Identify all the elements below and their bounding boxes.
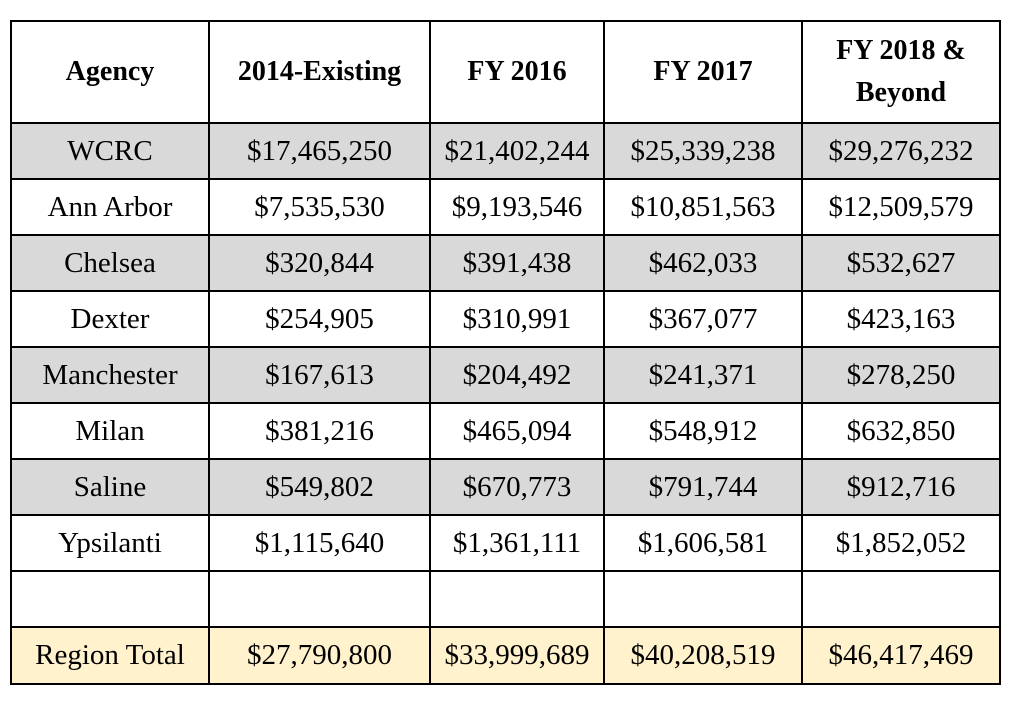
amount-cell: $320,844 xyxy=(208,234,431,292)
amount-cell: $912,716 xyxy=(801,458,1001,516)
amount-cell: $791,744 xyxy=(603,458,803,516)
amount-cell: $204,492 xyxy=(429,346,605,404)
amount-cell: $381,216 xyxy=(208,402,431,460)
amount-cell: $548,912 xyxy=(603,402,803,460)
agency-cell: Saline xyxy=(10,458,210,516)
budget-table: Agency 2014-Existing FY 2016 FY 2017 FY … xyxy=(10,20,1001,685)
amount-cell: $465,094 xyxy=(429,402,605,460)
header-agency: Agency xyxy=(10,20,210,124)
amount-cell: $423,163 xyxy=(801,290,1001,348)
amount-cell: $632,850 xyxy=(801,402,1001,460)
amount-cell: $21,402,244 xyxy=(429,122,605,180)
table-body: WCRC $17,465,250 $21,402,244 $25,339,238 $29… xyxy=(10,122,1001,685)
header-fy-2016: FY 2016 xyxy=(429,20,605,124)
amount-cell: $278,250 xyxy=(801,346,1001,404)
agency-cell: Chelsea xyxy=(10,234,210,292)
total-amount-cell: $40,208,519 xyxy=(603,626,803,685)
amount-cell: $29,276,232 xyxy=(801,122,1001,180)
table-row: Milan $381,216 $465,094 $548,912 $632,850 xyxy=(10,402,1001,460)
amount-cell: $532,627 xyxy=(801,234,1001,292)
table-row: Manchester $167,613 $204,492 $241,371 $278,2… xyxy=(10,346,1001,404)
amount-cell: $167,613 xyxy=(208,346,431,404)
amount-cell xyxy=(208,570,431,628)
amount-cell xyxy=(603,570,803,628)
amount-cell: $1,115,640 xyxy=(208,514,431,572)
amount-cell: $462,033 xyxy=(603,234,803,292)
header-fy-2017: FY 2017 xyxy=(603,20,803,124)
amount-cell: $1,606,581 xyxy=(603,514,803,572)
amount-cell: $241,371 xyxy=(603,346,803,404)
header-row: Agency 2014-Existing FY 2016 FY 2017 FY … xyxy=(10,20,1001,124)
amount-cell: $367,077 xyxy=(603,290,803,348)
amount-cell: $25,339,238 xyxy=(603,122,803,180)
amount-cell: $254,905 xyxy=(208,290,431,348)
amount-cell: $10,851,563 xyxy=(603,178,803,236)
table-row: Saline $549,802 $670,773 $791,744 $912,716 xyxy=(10,458,1001,516)
amount-cell: $7,535,530 xyxy=(208,178,431,236)
amount-cell: $9,193,546 xyxy=(429,178,605,236)
header-fy-2018-beyond: FY 2018 & Beyond xyxy=(801,20,1001,124)
table-row: Ann Arbor $7,535,530 $9,193,546 $10,851,563… xyxy=(10,178,1001,236)
amount-cell: $1,852,052 xyxy=(801,514,1001,572)
amount-cell: $17,465,250 xyxy=(208,122,431,180)
header-2014-existing: 2014-Existing xyxy=(208,20,431,124)
amount-cell xyxy=(429,570,605,628)
amount-cell xyxy=(801,570,1001,628)
table-row xyxy=(10,570,1001,628)
agency-cell: Dexter xyxy=(10,290,210,348)
agency-cell: WCRC xyxy=(10,122,210,180)
agency-cell xyxy=(10,570,210,628)
amount-cell: $549,802 xyxy=(208,458,431,516)
total-label-cell: Region Total xyxy=(10,626,210,685)
total-amount-cell: $33,999,689 xyxy=(429,626,605,685)
amount-cell: $670,773 xyxy=(429,458,605,516)
amount-cell: $310,991 xyxy=(429,290,605,348)
agency-cell: Ypsilanti xyxy=(10,514,210,572)
header-fy-2018-beyond-text: FY 2018 & Beyond xyxy=(836,35,966,108)
amount-cell: $1,361,111 xyxy=(429,514,605,572)
table-row: WCRC $17,465,250 $21,402,244 $25,339,238 $29… xyxy=(10,122,1001,180)
total-row: Region Total $27,790,800 $33,999,689 $40,20… xyxy=(10,626,1001,685)
total-amount-cell: $27,790,800 xyxy=(208,626,431,685)
agency-cell: Ann Arbor xyxy=(10,178,210,236)
amount-cell: $391,438 xyxy=(429,234,605,292)
table-row: Chelsea $320,844 $391,438 $462,033 $532,627 xyxy=(10,234,1001,292)
agency-cell: Milan xyxy=(10,402,210,460)
table-row: Dexter $254,905 $310,991 $367,077 $423,163 xyxy=(10,290,1001,348)
agency-cell: Manchester xyxy=(10,346,210,404)
total-amount-cell: $46,417,469 xyxy=(801,626,1001,685)
table-row: Ypsilanti $1,115,640 $1,361,111 $1,606,581 $… xyxy=(10,514,1001,572)
amount-cell: $12,509,579 xyxy=(801,178,1001,236)
